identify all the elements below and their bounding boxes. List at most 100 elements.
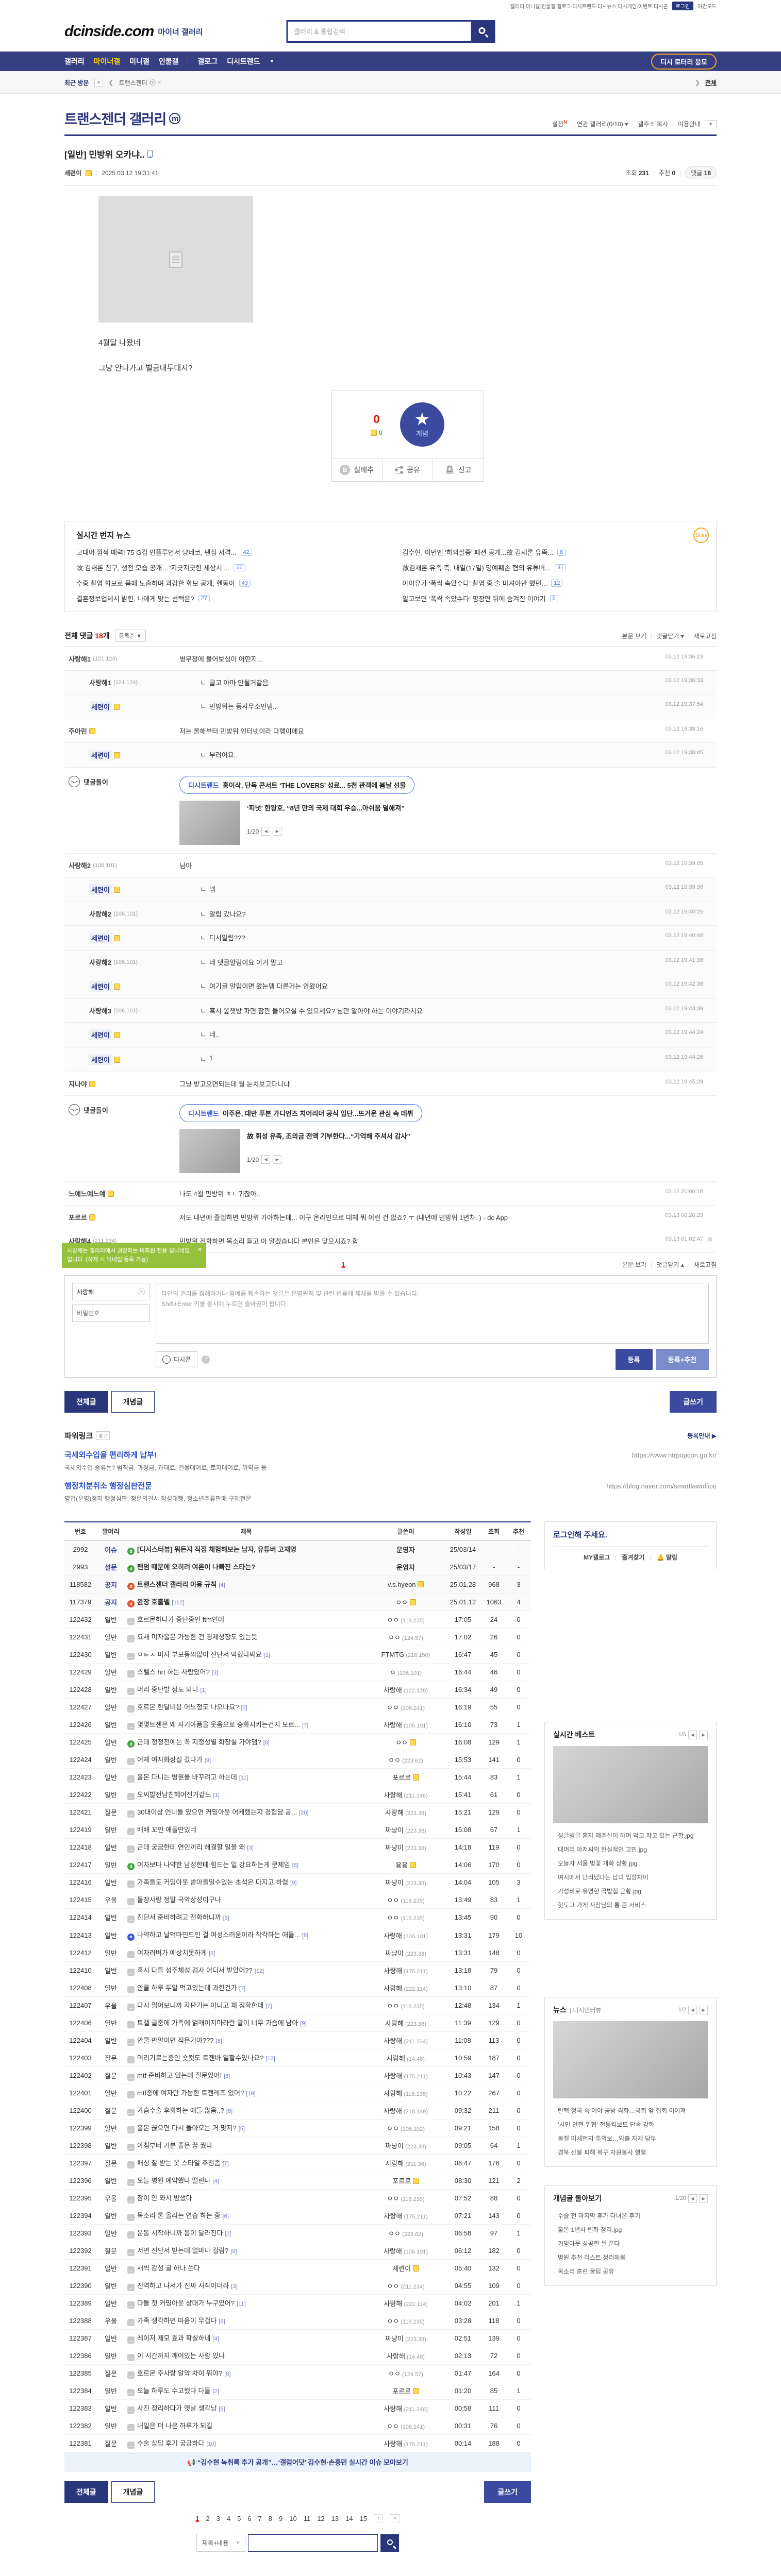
- view-post-link[interactable]: 본문 보기: [622, 1261, 647, 1268]
- gallog-icon[interactable]: [113, 983, 120, 990]
- gallog-icon[interactable]: [113, 1031, 120, 1038]
- gnb-link-3[interactable]: 인물갤: [158, 57, 179, 65]
- post-title-link[interactable]: 오씨발전남친헤어진거같노: [137, 1791, 211, 1799]
- post-title-link[interactable]: 안쿨 하루 두알 먹고있는데 과한건가: [137, 1984, 237, 1992]
- post-title-link[interactable]: 목소리 톤 올리는 연습 하는 중: [137, 2212, 221, 2219]
- post-title-link[interactable]: 서면 진단서 받는데 얼마나 걸림?: [137, 2247, 229, 2255]
- tab-concept-posts[interactable]: 개념글: [111, 1391, 155, 1413]
- post-title-link[interactable]: 내일은 더 나은 하루가 되길: [137, 2422, 213, 2430]
- news-thumbnail[interactable]: [553, 2021, 708, 2098]
- post-author[interactable]: ㅇㅇ (223.62): [367, 1751, 444, 1769]
- comment-author[interactable]: 사랑해1: [69, 655, 91, 663]
- tab-all-posts[interactable]: 전체글: [64, 1391, 108, 1413]
- post-title-link[interactable]: 여자러버가 예상치못하게: [137, 1949, 207, 1957]
- page-7[interactable]: 7: [258, 2514, 262, 2522]
- gnb-link-1[interactable]: 마이너갤: [93, 57, 121, 65]
- post-author[interactable]: 사랑해 (175.211): [367, 2434, 444, 2452]
- post-title-link[interactable]: 레이저 제모 효과 확실하네: [137, 2334, 211, 2342]
- post-author[interactable]: 사랑해 (222.114): [367, 1979, 444, 1997]
- fold-comments-link[interactable]: 댓글닫기 ▴: [656, 1261, 684, 1268]
- top-link-4[interactable]: 디시트렌드: [572, 4, 596, 10]
- powerlink-title-0[interactable]: 국세외수입을 편리하게 납부!: [64, 1451, 157, 1460]
- top-link-0[interactable]: 갤러리: [510, 4, 525, 10]
- post-title-link[interactable]: 진단서 준비하려고 전화하니까: [137, 1913, 221, 1921]
- minor-gallery-label[interactable]: 마이너 갤러리: [158, 27, 203, 37]
- post-title-link[interactable]: 호르몬 주사랑 알약 차이 뭐야?: [137, 2369, 223, 2377]
- post-title-link[interactable]: 이 시간까지 깨어있는 사람 있나: [137, 2352, 225, 2360]
- page-5[interactable]: 5: [237, 2514, 241, 2522]
- best-item-2[interactable]: 오늘자 서울 벚꽃 개화 상황.jpg: [553, 1856, 708, 1870]
- page-9[interactable]: 9: [279, 2514, 283, 2522]
- gallog-icon[interactable]: [86, 170, 92, 176]
- post-author[interactable]: ㅇㅇ (118.235): [367, 1996, 444, 2014]
- next-icon[interactable]: ▶: [699, 2005, 708, 2014]
- gnb-link-4[interactable]: 갤로그: [197, 57, 218, 65]
- clear-nickname-icon[interactable]: ✕: [138, 1288, 145, 1295]
- post-author[interactable]: 사랑해 (14.48): [367, 2347, 444, 2365]
- comment-author[interactable]: 지나야: [69, 1080, 87, 1088]
- news-item-l-3[interactable]: 결혼정보업체서 밝힌, 나에게 맞는 선택은? 27: [76, 594, 379, 603]
- trend-news-pill[interactable]: 디시트렌드 홍이삭, 단독 콘서트 ‘THE LOVERS’ 성료... 5천 관…: [179, 776, 415, 794]
- trend-news-thumbnail[interactable]: [179, 1129, 240, 1173]
- night-mode-link[interactable]: 야간모드: [697, 4, 717, 10]
- search-scope-select[interactable]: 제목+내용 ▼: [196, 2534, 246, 2552]
- post-title-link[interactable]: 팬덤 때문에 오히려 여론이 나빠진 스타는?: [137, 1563, 256, 1571]
- search-button[interactable]: [471, 22, 493, 41]
- post-author[interactable]: ㅇㅇ (118.235): [367, 1611, 444, 1629]
- post-author[interactable]: 사랑해 (175.211): [367, 2066, 444, 2084]
- post-author[interactable]: 사랑해 (211.234): [367, 2031, 444, 2049]
- post-title-link[interactable]: 가슴수술 후회하는 애들 많음..?: [137, 2107, 224, 2114]
- post-title-link[interactable]: 머리 중단발 정도 되니: [137, 1686, 198, 1693]
- dc-lottery-button[interactable]: 디시 로터리 응모: [651, 53, 717, 70]
- post-title-link[interactable]: ㅇㅌㅅ 미자 부모동의없이 진단서 막혔나봐요: [137, 1651, 262, 1658]
- post-author[interactable]: ㅇㅇ (118.235): [367, 2189, 444, 2207]
- comment-author[interactable]: 세련이: [89, 884, 112, 895]
- sidebar-news-item-1[interactable]: ‘시민 안전 위협’ 전동킥보드 단속 강화: [553, 2117, 708, 2131]
- post-author[interactable]: 사랑해 (211.246): [367, 2399, 444, 2417]
- top-link-5[interactable]: 디시뉴스: [597, 4, 617, 10]
- post-title-link[interactable]: 물장사랑 정말 극악상성이구나: [137, 1896, 221, 1904]
- comment-textarea[interactable]: 타인의 권리를 침해하거나 명예를 훼손하는 댓글은 운영원칙 및 관련 법률에…: [156, 1283, 709, 1344]
- post-image-placeholder[interactable]: [98, 196, 253, 323]
- post-title-link[interactable]: 여자보다 나약한 남성한테 힘드는 일 강요하는게 문제임: [137, 1861, 290, 1869]
- trend-news-headline[interactable]: 故 휘성 유족, 조의금 전액 기부한다...“기억해 주셔서 감사”: [247, 1132, 410, 1140]
- post-title-link[interactable]: 잠이 안 와서 밤샜다: [137, 2194, 192, 2202]
- post-author[interactable]: 사랑해 (106.101): [367, 2242, 444, 2260]
- best-item-3[interactable]: 여시에서 난리났다는 남녀 입장차이: [553, 1870, 708, 1884]
- post-author[interactable]: ㅇㅇ: [367, 1593, 444, 1611]
- silbe-recommend-button[interactable]: B 실베추: [332, 459, 382, 481]
- next-icon[interactable]: ▶: [273, 1155, 282, 1164]
- visit-chip-transgender[interactable]: 트랜스젠더 m ×: [119, 79, 161, 87]
- sidebar-news-item-3[interactable]: 경북 산불 피해 복구 자원봉사 행렬: [553, 2145, 708, 2159]
- post-author[interactable]: ㅇㅇ (223.62): [367, 2224, 444, 2242]
- post-author[interactable]: ㅇ (106.101): [367, 1663, 444, 1681]
- related-gallery-link[interactable]: 연관 갤러리(0/10) ▾: [576, 121, 628, 128]
- comment-author[interactable]: 사랑해1: [89, 679, 112, 687]
- page-4[interactable]: 4: [226, 2514, 231, 2522]
- post-title-link[interactable]: 수술 상담 후기 궁금하다: [137, 2439, 205, 2447]
- post-title-link[interactable]: 혹시 다들 성주체성 검사 어디서 받았어??: [137, 1967, 253, 1974]
- post-author[interactable]: 사랑해 (122.128): [367, 1681, 444, 1699]
- next-icon[interactable]: ▶: [273, 827, 282, 836]
- post-author[interactable]: 사랑해 (218.149): [367, 2102, 444, 2120]
- write-post-button[interactable]: 글쓰기: [670, 1391, 717, 1413]
- post-author[interactable]: 융융: [367, 1856, 444, 1874]
- post-title-link[interactable]: 호르몬하다가 중단중인 ftm인데: [137, 1616, 224, 1623]
- next-page-icon[interactable]: ›: [374, 2514, 383, 2522]
- post-title-link[interactable]: 요새 미자홀몬 가능한 건 경제성장도 있는듯: [137, 1633, 258, 1641]
- comment-password-input[interactable]: [77, 1310, 128, 1317]
- best-item-5[interactable]: 핫도그 가게 사장님의 통 큰 서비스: [553, 1898, 708, 1912]
- post-author[interactable]: 운영자: [367, 1558, 444, 1576]
- visit-all-link[interactable]: 전체: [705, 79, 717, 87]
- dcinside-logo[interactable]: dcinside.com: [64, 23, 154, 40]
- post-author[interactable]: 사랑해 (175.211): [367, 1961, 444, 1979]
- page-8[interactable]: 8: [268, 2514, 272, 2522]
- promo-row[interactable]: 📢 “김수현 녹취록 추가 공개”…‘갤럼어닷’ 김수현·손흥민 실시간 이슈 …: [64, 2452, 531, 2472]
- comment-page-1[interactable]: 1: [341, 1261, 345, 1268]
- next-icon[interactable]: ▶: [699, 2194, 708, 2203]
- post-author[interactable]: ㅇㅇ: [367, 1733, 444, 1751]
- fold-comments-link[interactable]: 댓글닫기 ▾: [656, 632, 684, 640]
- post-title-link[interactable]: 가족 생각하면 마음이 무겁다: [137, 2317, 217, 2325]
- page-12[interactable]: 12: [317, 2514, 325, 2522]
- news-item-l-0[interactable]: 고대어 깜짝 매력! 75 G컵 인플루언서 냥네코, 팬심 저격... 42: [76, 547, 379, 557]
